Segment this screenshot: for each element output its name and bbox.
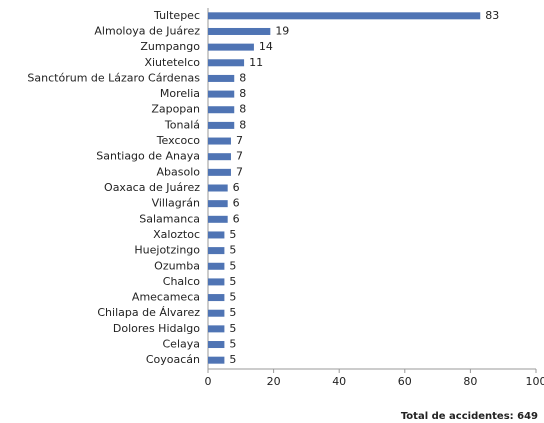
x-tick-label: 80 [463, 375, 477, 388]
value-label: 5 [229, 322, 236, 335]
bar [208, 341, 225, 349]
value-label: 5 [229, 228, 236, 241]
y-tick-label: Tultepec [153, 9, 200, 22]
value-label: 6 [233, 212, 240, 225]
bar [208, 231, 225, 239]
value-label: 19 [275, 24, 289, 37]
y-tick-label: Xaloztoc [153, 228, 200, 241]
value-label: 5 [229, 244, 236, 257]
x-tick-label: 100 [526, 375, 544, 388]
y-tick-label: Santiago de Anaya [96, 150, 200, 163]
bar [208, 356, 225, 364]
bar [208, 74, 235, 82]
bar [208, 262, 225, 270]
bar [208, 43, 254, 51]
y-tick-label: Almoloya de Juárez [94, 24, 200, 37]
value-label: 5 [229, 306, 236, 319]
y-tick-label: Villagrán [152, 197, 200, 210]
value-label: 5 [229, 353, 236, 366]
value-label: 5 [229, 259, 236, 272]
value-label: 7 [236, 134, 243, 147]
value-label: 5 [229, 275, 236, 288]
bar [208, 90, 235, 98]
bar [208, 59, 245, 67]
y-tick-label: Xiutetelco [144, 56, 200, 69]
bar [208, 27, 271, 35]
bar [208, 278, 225, 286]
y-tick-label: Abasolo [157, 165, 201, 178]
value-label: 14 [259, 40, 273, 53]
y-tick-label: Dolores Hidalgo [113, 322, 200, 335]
y-tick-label: Texcoco [156, 134, 201, 147]
bar [208, 153, 231, 161]
bar [208, 325, 225, 333]
value-label: 8 [239, 103, 246, 116]
y-tick-label: Huejotzingo [134, 244, 200, 257]
bar [208, 137, 231, 145]
bar [208, 200, 228, 208]
bar [208, 121, 235, 129]
x-tick-label: 0 [205, 375, 212, 388]
bar [208, 106, 235, 114]
bar [208, 184, 228, 192]
value-label: 5 [229, 291, 236, 304]
y-tick-label: Celaya [163, 338, 201, 351]
y-tick-label: Morelia [160, 87, 200, 100]
y-tick-label: Zumpango [140, 40, 200, 53]
value-label: 8 [239, 118, 246, 131]
bar [208, 168, 231, 176]
value-label: 7 [236, 165, 243, 178]
y-tick-label: Zapopan [151, 103, 200, 116]
x-tick-label: 60 [398, 375, 412, 388]
x-tick-label: 40 [332, 375, 346, 388]
value-label: 83 [485, 9, 499, 22]
y-tick-label: Ozumba [154, 259, 200, 272]
bar [208, 294, 225, 302]
value-label: 11 [249, 56, 263, 69]
x-tick-label: 20 [267, 375, 281, 388]
value-label: 8 [239, 87, 246, 100]
y-tick-label: Oaxaca de Juárez [104, 181, 200, 194]
bar [208, 247, 225, 255]
y-tick-label: Amecameca [132, 291, 200, 304]
value-label: 6 [233, 181, 240, 194]
bar [208, 309, 225, 317]
bar [208, 12, 481, 20]
y-tick-label: Sanctórum de Lázaro Cárdenas [27, 71, 200, 84]
y-tick-label: Coyoacán [146, 353, 200, 366]
y-tick-label: Salamanca [139, 212, 200, 225]
annotation: Total de accidentes: 649 [401, 411, 538, 422]
value-label: 8 [239, 71, 246, 84]
value-label: 5 [229, 338, 236, 351]
y-tick-label: Tonalá [164, 118, 200, 131]
y-tick-label: Chalco [163, 275, 200, 288]
value-label: 7 [236, 150, 243, 163]
bar [208, 215, 228, 223]
y-tick-label: Chilapa de Álvarez [97, 306, 200, 319]
value-label: 6 [233, 197, 240, 210]
